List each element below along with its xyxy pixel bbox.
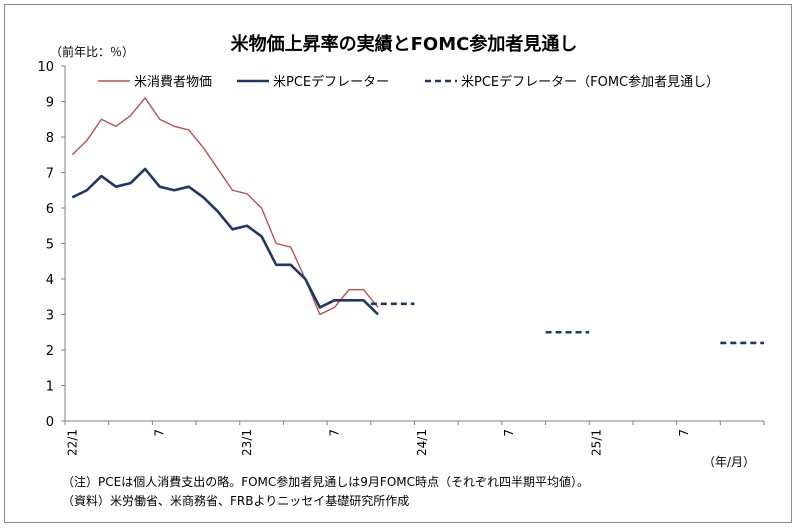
legend: 米消費者物価 米PCEデフレーター 米PCEデフレーター（FOMC参加者見通し） [98, 74, 719, 90]
x-tick-label: 22/1 [65, 429, 79, 456]
axes: 0 1 2 3 4 5 6 7 8 9 10 22/1 7 23/1 7 24/1 7 25/1 7 [37, 60, 765, 456]
x-tick-label: 25/1 [590, 429, 604, 456]
x-tick-label: 24/1 [415, 429, 429, 456]
legend-label: 米PCEデフレーター [273, 74, 389, 90]
y-tick-label: 8 [46, 131, 54, 146]
y-tick-label: 7 [46, 167, 54, 182]
y-tick-label: 1 [46, 380, 54, 395]
y-axis-unit-label: （前年比：％） [50, 44, 134, 59]
chart-title: 米物価上昇率の実績とFOMC参加者見通し [231, 33, 578, 55]
x-tick-label: 7 [153, 429, 167, 437]
x-axis-unit-label: （年/月） [703, 455, 755, 469]
y-tick-label: 6 [46, 202, 54, 217]
y-tick-label: 10 [37, 60, 54, 75]
legend-label: 米消費者物価 [134, 75, 212, 90]
y-tick-label: 5 [46, 238, 54, 253]
y-tick-label: 9 [46, 96, 54, 111]
x-tick-label: 7 [327, 429, 341, 437]
x-tick-label: 7 [677, 429, 691, 437]
y-tick-label: 4 [46, 273, 54, 288]
footnote-source: （資料）米労働省、米商務省、FRBよりニッセイ基礎研究所作成 [62, 494, 410, 508]
x-tick-label: 23/1 [240, 429, 254, 456]
x-tick-label: 7 [502, 429, 516, 437]
legend-label: 米PCEデフレーター（FOMC参加者見通し） [461, 74, 719, 90]
y-tick-label: 3 [46, 309, 54, 324]
plot-area [71, 97, 764, 345]
pce-series-line [71, 167, 379, 316]
y-tick-label: 2 [46, 344, 54, 359]
y-tick-label: 0 [46, 415, 54, 430]
chart-frame [4, 4, 792, 523]
cpi-series-line [71, 97, 379, 316]
footnote-note: （注）PCEは個人消費支出の略。FOMC参加者見通しは9月FOMC時点（それぞれ… [62, 475, 589, 489]
